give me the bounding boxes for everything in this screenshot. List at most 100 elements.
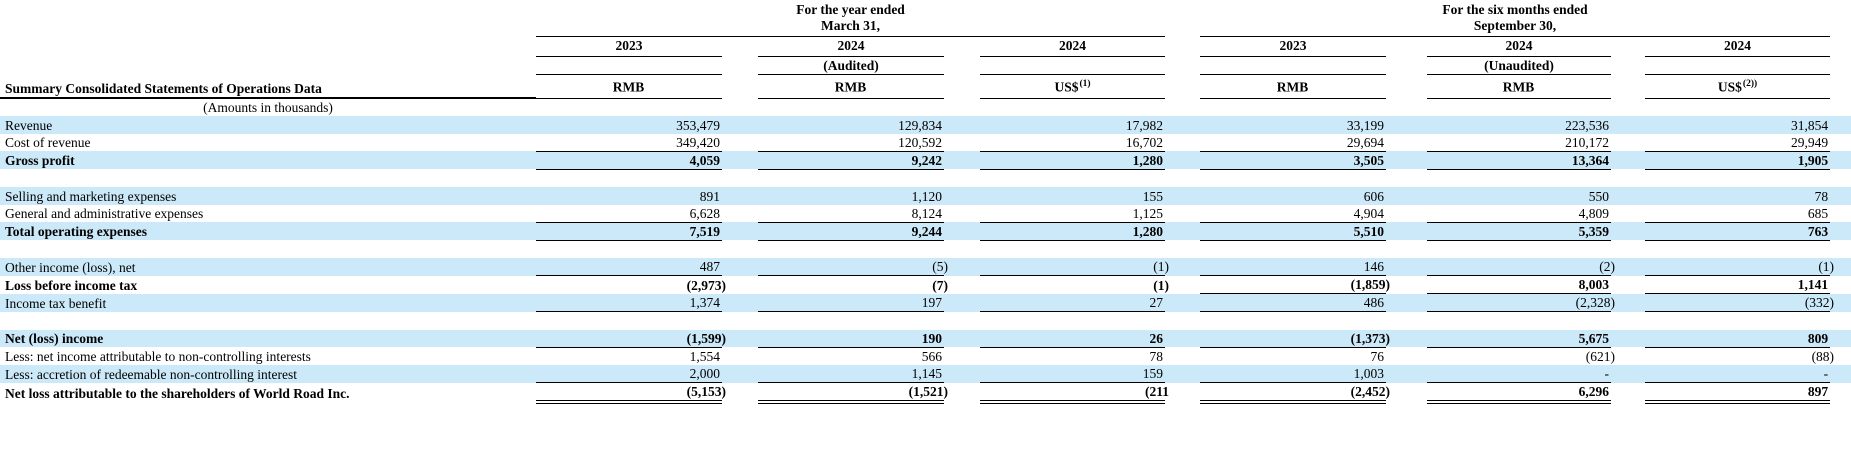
row-label — [0, 240, 536, 258]
column-gap — [722, 74, 758, 98]
cell-value: (1) — [980, 258, 1169, 277]
operations-data-table: For the year ended March 31, For the six… — [0, 0, 1851, 405]
column-gap — [1386, 294, 1427, 312]
group-title-line2: September 30, — [1473, 18, 1557, 33]
column-gap — [1611, 330, 1645, 348]
cell-value: 897 — [1645, 382, 1831, 405]
column-gap — [1830, 240, 1851, 258]
column-gap — [1165, 116, 1200, 134]
column-gap — [722, 383, 758, 403]
corner-spacer — [0, 0, 536, 36]
table-row: Other income (loss), net 487 (5) (1) 146 (2) (… — [0, 258, 1851, 277]
cell-value: 159 — [980, 364, 1166, 384]
cell-value: 223,536 — [1427, 116, 1611, 134]
column-gap — [1611, 36, 1645, 56]
cell-number: 1,554 — [689, 348, 720, 364]
group-title-line1: For the six months ended — [1442, 1, 1588, 17]
cell-number: 1,905 — [1797, 152, 1829, 168]
table-title: Summary Consolidated Statements of Opera… — [0, 74, 536, 99]
column-gap — [1386, 56, 1427, 74]
cell-value: - — [1427, 364, 1612, 384]
row-label: Cost of revenue — [5, 135, 91, 151]
column-gap — [1611, 294, 1645, 312]
cell-number: (5) — [932, 259, 948, 275]
cell-number: 4,059 — [689, 152, 720, 168]
cell-value — [758, 240, 944, 258]
table-row: Less: net income attributable to non-con… — [0, 347, 1851, 365]
cell-number: 8,003 — [1578, 277, 1610, 293]
column-gap — [1165, 383, 1200, 403]
column-gap — [1611, 347, 1645, 365]
group-title-line1: For the year ended — [796, 1, 905, 17]
column-gap — [1165, 36, 1200, 56]
column-gap — [944, 205, 980, 223]
cell-number: 606 — [1363, 188, 1385, 204]
column-gap — [1165, 365, 1200, 383]
column-gap — [944, 74, 980, 98]
column-gap — [1165, 151, 1200, 169]
column-gap — [944, 169, 980, 187]
cell-number: 8,124 — [911, 205, 942, 221]
column-gap — [944, 347, 980, 365]
currency-unit-row: Summary Consolidated Statements of Opera… — [0, 74, 1851, 99]
cell-number: 27 — [1149, 295, 1164, 311]
cell-number: 5,359 — [1578, 223, 1610, 239]
cell-value: 210,172 — [1427, 133, 1612, 152]
cell-value: (2,452) — [1200, 382, 1390, 405]
cell-number: 223,536 — [1565, 117, 1610, 133]
cell-number: 1,145 — [911, 366, 942, 382]
cell-number: (2,973) — [686, 277, 726, 293]
cell-number: 1,120 — [911, 188, 942, 204]
cell-number: (621) — [1585, 348, 1616, 364]
cell-value: 29,694 — [1200, 133, 1387, 152]
column-gap — [1611, 222, 1645, 240]
cell-value: 1,280 — [980, 151, 1166, 170]
table-body: Revenue 353,479 129,834 17,982 33,199 223,536… — [0, 116, 1851, 405]
cell-value — [980, 240, 1165, 258]
column-gap — [1830, 365, 1851, 383]
cell-value — [980, 312, 1165, 330]
column-gap — [722, 365, 758, 383]
column-unit-header: RMB — [758, 74, 944, 99]
cell-number: 487 — [699, 259, 720, 275]
row-label: Other income (loss), net — [5, 259, 136, 275]
row-label: Less: accretion of redeemable non-contro… — [5, 366, 298, 382]
cell-number: (2,328) — [1575, 295, 1616, 311]
cell-value: 4,904 — [1200, 204, 1387, 223]
column-group-row: For the year ended March 31, For the six… — [0, 0, 1851, 37]
cell-number: 550 — [1588, 188, 1610, 204]
cell-number: 486 — [1363, 295, 1385, 311]
cell-value: 9,244 — [758, 222, 944, 241]
column-gap — [722, 36, 758, 56]
cell-number: 146 — [1363, 259, 1385, 275]
cell-value: 809 — [1645, 329, 1831, 348]
column-year-header: 2023 — [536, 36, 722, 57]
column-gap — [722, 116, 758, 134]
cell-number: (1) — [1153, 259, 1170, 275]
cell-value — [536, 240, 722, 258]
column-gap — [1386, 169, 1427, 187]
cell-number: (211 — [1145, 384, 1170, 400]
column-group-year-ended: For the year ended March 31, — [536, 0, 1166, 37]
cell-number: 129,834 — [898, 117, 942, 133]
cell-number: (2) — [1599, 259, 1616, 275]
cell-number: 7,519 — [689, 223, 720, 239]
column-gap — [1386, 222, 1427, 240]
column-gap — [1830, 330, 1851, 348]
table-row: Total operating expenses 7,519 9,244 1,280 5… — [0, 222, 1851, 241]
column-gap — [1165, 312, 1200, 330]
cell-value: 9,242 — [758, 151, 944, 170]
cell-number: 4,809 — [1578, 205, 1610, 221]
column-gap — [944, 383, 980, 403]
column-gap — [1830, 222, 1851, 240]
column-gap — [1165, 187, 1200, 205]
cell-number: 809 — [1807, 330, 1829, 346]
column-gap — [1830, 56, 1851, 74]
cell-value: 13,364 — [1427, 151, 1612, 170]
cell-number: 353,479 — [676, 117, 720, 133]
column-gap — [1830, 151, 1851, 169]
group-title-line2: March 31, — [821, 18, 881, 33]
column-gap — [1611, 205, 1645, 223]
cell-number: (1) — [1153, 277, 1170, 293]
cell-number: 159 — [1142, 366, 1164, 382]
